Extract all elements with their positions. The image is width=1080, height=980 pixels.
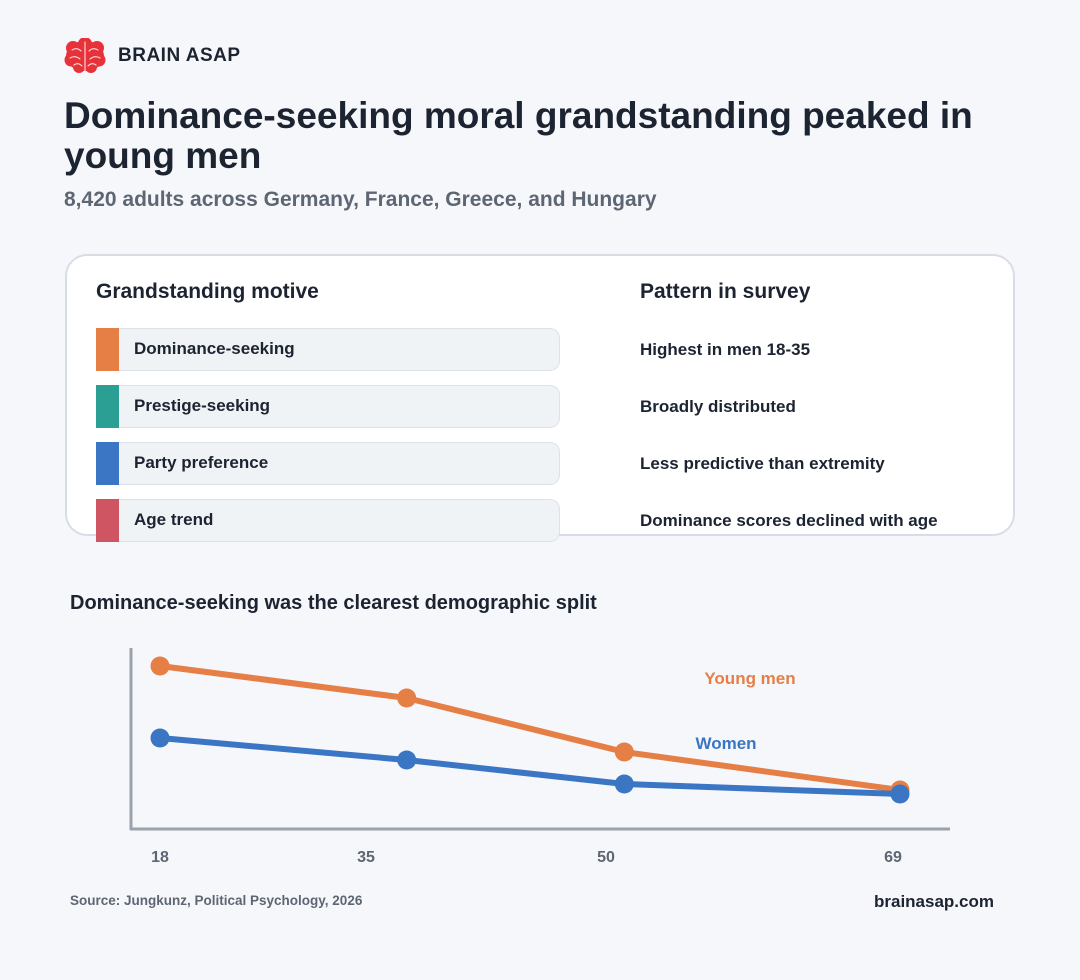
data-point bbox=[614, 774, 634, 794]
motive-color-swatch bbox=[96, 327, 119, 371]
data-point bbox=[150, 656, 170, 676]
series-label: Young men bbox=[704, 669, 795, 688]
motive-row: Dominance-seeking bbox=[96, 327, 560, 371]
page-subtitle: 8,420 adults across Germany, France, Gre… bbox=[64, 188, 657, 211]
chart-title: Dominance-seeking was the clearest demog… bbox=[70, 592, 597, 614]
motive-label: Party preference bbox=[134, 453, 269, 472]
data-point bbox=[150, 728, 170, 748]
data-point bbox=[397, 750, 417, 770]
column-header-motive: Grandstanding motive bbox=[96, 280, 319, 303]
pattern-text: Less predictive than extremity bbox=[640, 454, 885, 473]
pattern-text: Highest in men 18-35 bbox=[640, 340, 811, 359]
x-tick-label: 50 bbox=[597, 849, 615, 866]
motive-label: Prestige-seeking bbox=[134, 396, 271, 415]
motive-row: Party preference bbox=[96, 441, 560, 485]
page-title: Dominance-seeking moral grandstanding pe… bbox=[64, 95, 973, 176]
series-label: Women bbox=[695, 734, 756, 753]
data-point bbox=[614, 742, 634, 762]
motive-color-swatch bbox=[96, 441, 119, 485]
data-point bbox=[397, 688, 417, 708]
x-tick-label: 18 bbox=[151, 849, 169, 866]
column-header-pattern: Pattern in survey bbox=[640, 280, 811, 303]
motive-row: Age trend bbox=[96, 498, 560, 542]
brand: BRAIN ASAP bbox=[64, 38, 241, 74]
series-line bbox=[157, 735, 903, 797]
pattern-text: Dominance scores declined with age bbox=[640, 511, 938, 530]
brand-name: BRAIN ASAP bbox=[118, 45, 241, 66]
site-url: brainasap.com bbox=[874, 892, 994, 911]
x-tick-label: 35 bbox=[357, 849, 375, 866]
motive-color-swatch bbox=[96, 384, 119, 428]
data-point bbox=[890, 784, 910, 804]
motive-label: Dominance-seeking bbox=[134, 339, 295, 358]
motive-color-swatch bbox=[96, 498, 119, 542]
brain-icon bbox=[64, 38, 106, 73]
source-citation: Source: Jungkunz, Political Psychology, … bbox=[70, 893, 363, 908]
x-tick-label: 69 bbox=[884, 849, 902, 866]
motive-label: Age trend bbox=[134, 510, 214, 529]
motive-row: Prestige-seeking bbox=[96, 384, 560, 428]
series-line bbox=[157, 663, 903, 793]
pattern-text: Broadly distributed bbox=[640, 397, 796, 416]
